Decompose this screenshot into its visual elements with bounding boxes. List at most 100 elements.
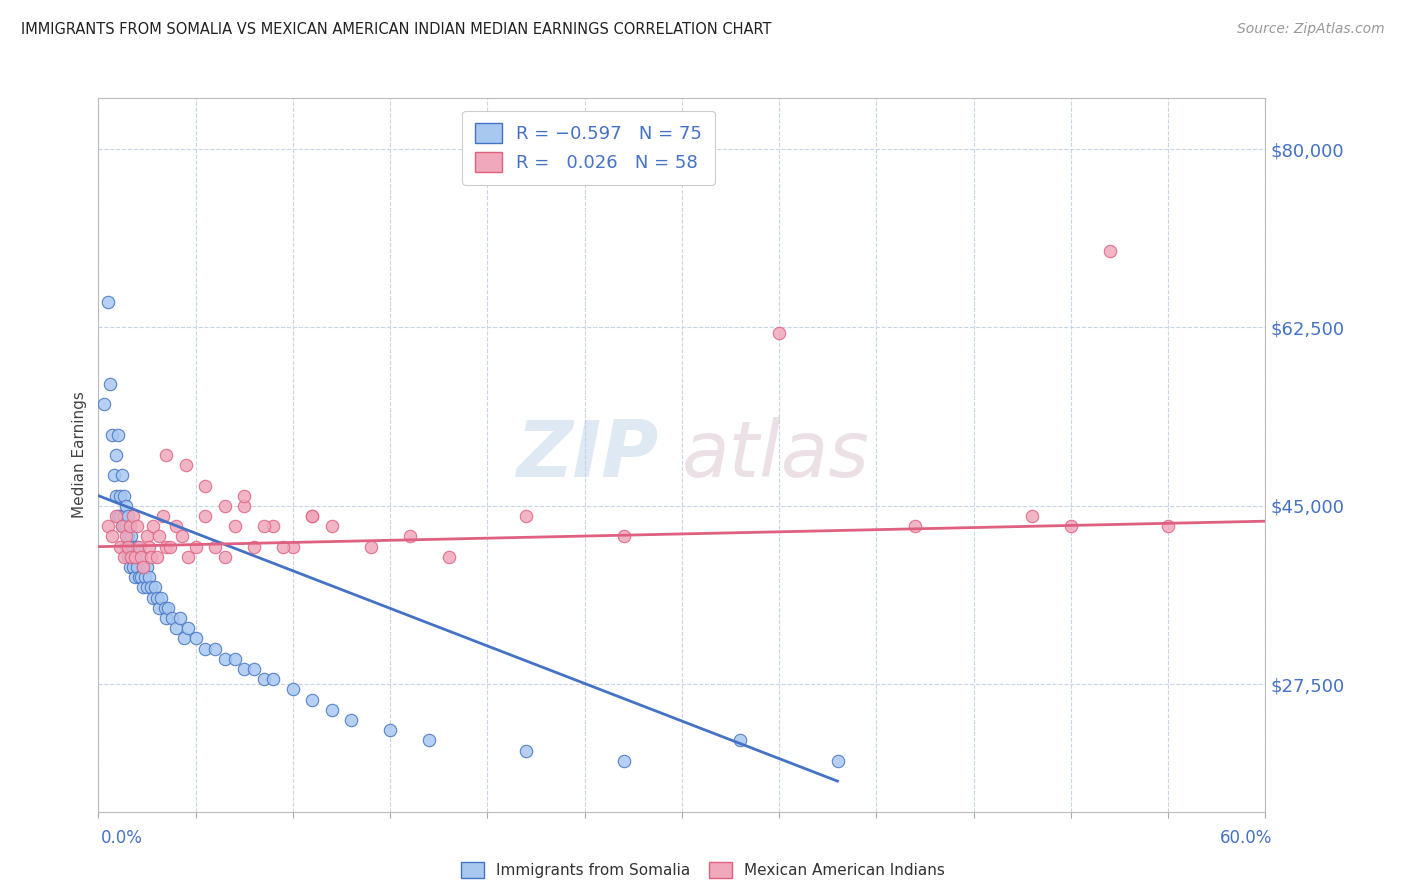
Point xyxy=(768,326,790,340)
Point xyxy=(127,540,149,554)
Point xyxy=(114,540,136,554)
Point xyxy=(112,519,135,533)
Point xyxy=(148,600,170,615)
Point xyxy=(124,570,146,584)
Point xyxy=(103,468,125,483)
Point xyxy=(114,519,136,533)
Point xyxy=(118,540,141,554)
Point xyxy=(165,621,187,635)
Point xyxy=(184,540,207,554)
Point xyxy=(204,540,226,554)
Point xyxy=(243,540,266,554)
Point xyxy=(129,570,152,584)
Point xyxy=(139,549,162,564)
Point xyxy=(104,509,127,524)
Point xyxy=(170,529,193,543)
Text: ZIP: ZIP xyxy=(516,417,658,493)
Point xyxy=(1098,244,1121,258)
Point xyxy=(136,560,159,574)
Point xyxy=(224,652,246,666)
Point xyxy=(153,600,176,615)
Point xyxy=(117,509,139,524)
Point xyxy=(301,692,323,706)
Point xyxy=(117,529,139,543)
Point xyxy=(152,509,174,524)
Point xyxy=(146,549,169,564)
Point xyxy=(97,519,120,533)
Point xyxy=(162,611,184,625)
Point xyxy=(157,600,180,615)
Point xyxy=(1021,509,1043,524)
Point xyxy=(253,672,276,686)
Point xyxy=(127,560,149,574)
Point xyxy=(378,723,402,738)
Point xyxy=(108,489,131,503)
Point xyxy=(360,540,382,554)
Point xyxy=(128,540,150,554)
Point xyxy=(233,499,256,513)
Point xyxy=(112,509,135,524)
Point xyxy=(142,519,165,533)
Point xyxy=(177,549,200,564)
Point xyxy=(515,509,537,524)
Point xyxy=(262,519,284,533)
Point xyxy=(112,489,135,503)
Point xyxy=(129,549,152,564)
Point xyxy=(214,549,236,564)
Point xyxy=(224,519,246,533)
Point xyxy=(111,519,134,533)
Point xyxy=(121,529,143,543)
Point xyxy=(827,754,849,768)
Point xyxy=(104,448,127,462)
Point xyxy=(136,529,159,543)
Point xyxy=(101,427,124,442)
Point xyxy=(233,662,256,676)
Point xyxy=(437,549,460,564)
Point xyxy=(93,397,115,411)
Text: Source: ZipAtlas.com: Source: ZipAtlas.com xyxy=(1237,22,1385,37)
Point xyxy=(142,591,165,605)
Point xyxy=(174,458,197,472)
Point xyxy=(107,427,129,442)
Point xyxy=(111,519,134,533)
Point xyxy=(321,519,343,533)
Point xyxy=(107,509,129,524)
Legend: R = −0.597   N = 75, R =   0.026   N = 58: R = −0.597 N = 75, R = 0.026 N = 58 xyxy=(463,111,714,185)
Point xyxy=(155,448,177,462)
Point xyxy=(194,509,217,524)
Point xyxy=(134,570,156,584)
Point xyxy=(184,632,207,646)
Point xyxy=(612,529,634,543)
Point xyxy=(214,499,236,513)
Point xyxy=(340,713,363,727)
Point xyxy=(253,519,276,533)
Point xyxy=(148,529,170,543)
Point xyxy=(165,519,187,533)
Point xyxy=(146,591,169,605)
Text: 60.0%: 60.0% xyxy=(1220,829,1272,847)
Point xyxy=(124,549,146,564)
Point xyxy=(132,581,155,595)
Point xyxy=(118,560,141,574)
Point xyxy=(301,509,323,524)
Point xyxy=(117,540,139,554)
Point xyxy=(204,641,226,656)
Point xyxy=(321,703,343,717)
Point xyxy=(104,489,127,503)
Point xyxy=(139,581,162,595)
Point xyxy=(194,478,217,492)
Point xyxy=(132,560,155,574)
Point xyxy=(143,581,166,595)
Point xyxy=(98,376,121,391)
Point xyxy=(129,549,152,564)
Point xyxy=(97,295,120,310)
Point xyxy=(108,540,131,554)
Point xyxy=(118,519,141,533)
Point xyxy=(149,591,172,605)
Point xyxy=(233,489,256,503)
Point xyxy=(132,560,155,574)
Point xyxy=(155,611,177,625)
Point xyxy=(612,754,634,768)
Point xyxy=(159,540,181,554)
Point xyxy=(122,509,145,524)
